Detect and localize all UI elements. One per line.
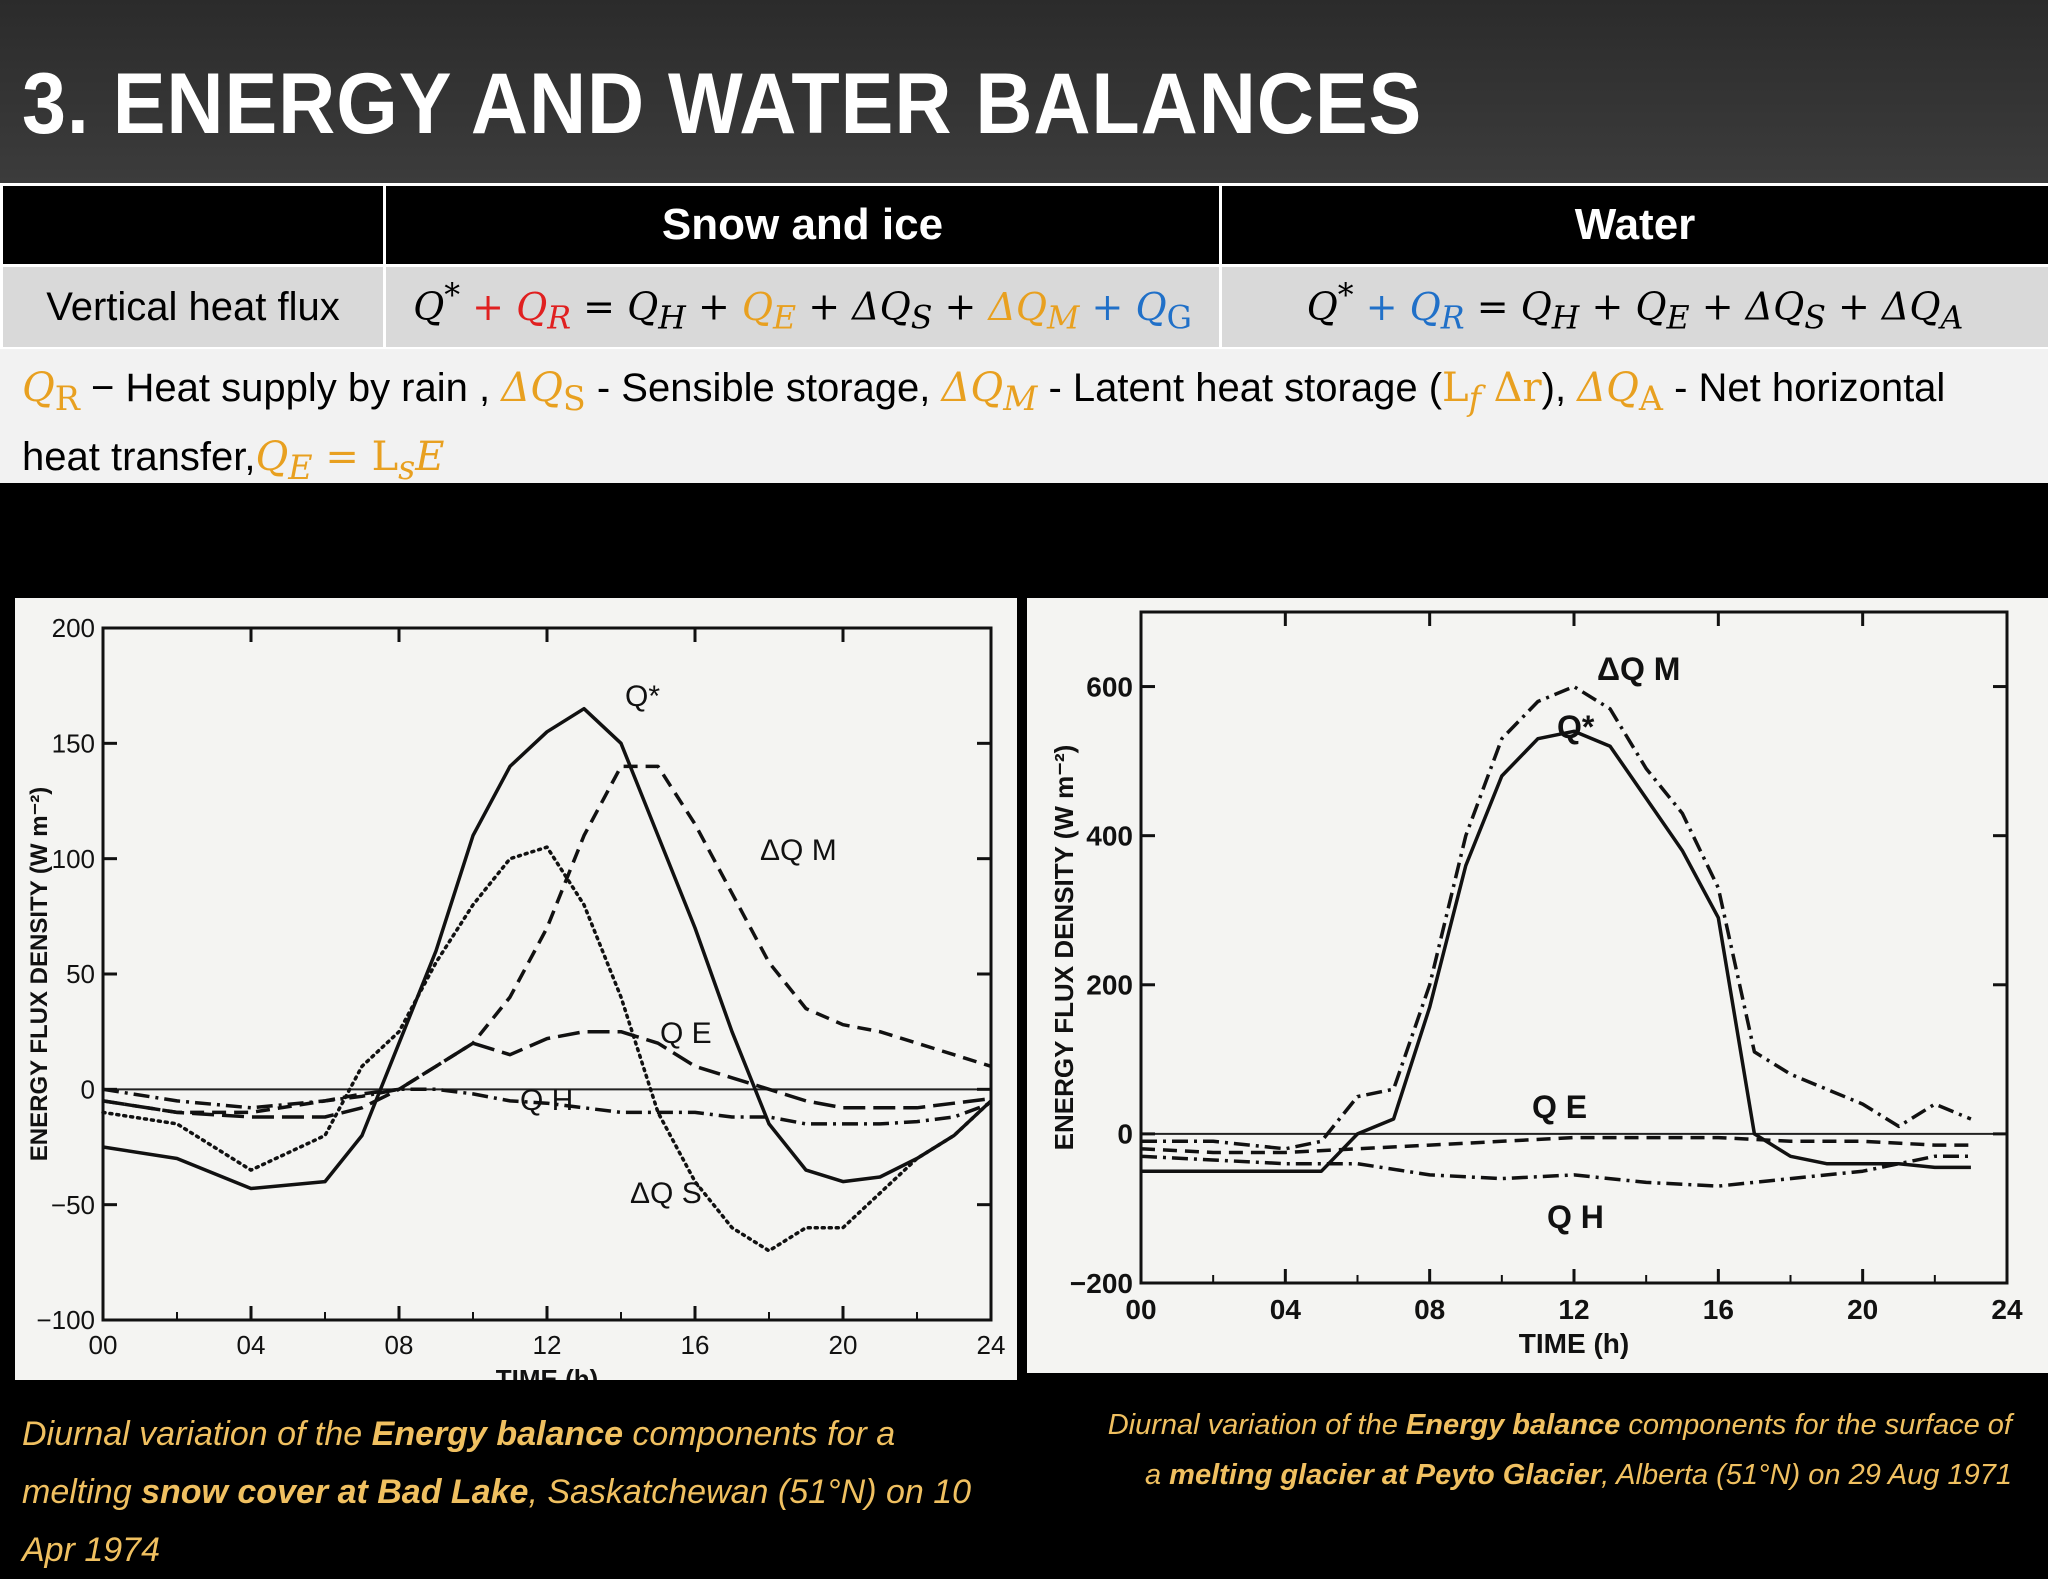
x-axis-label: TIME (h)	[496, 1364, 599, 1380]
equation-snow-ice: Q* + QR = QH + QE + ΔQS + ΔQM + QG	[385, 266, 1221, 349]
title-bar: 3. ENERGY AND WATER BALANCES	[0, 0, 2048, 185]
x-tick-label: 04	[237, 1330, 266, 1360]
y-tick-label: −200	[1070, 1268, 1133, 1299]
def-qr: − Heat supply by rain ,	[80, 366, 501, 410]
table-header-snow-ice: Snow and ice	[385, 185, 1221, 266]
series-annotation: ΔQ M	[760, 834, 837, 867]
x-tick-label: 04	[1270, 1294, 1302, 1325]
series-annotation: ΔQ M	[1597, 651, 1680, 687]
y-tick-label: 100	[52, 844, 95, 874]
x-tick-label: 08	[385, 1330, 414, 1360]
row-label-vertical-heat-flux: Vertical heat flux	[2, 266, 385, 349]
page-title: 3. ENERGY AND WATER BALANCES	[22, 55, 1422, 154]
y-axis-label: ENERGY FLUX DENSITY (W m⁻²)	[1049, 745, 1079, 1151]
y-tick-label: 0	[81, 1074, 95, 1104]
series-line-qm	[1141, 687, 1971, 1149]
series-annotation: Q E	[1532, 1089, 1587, 1125]
x-tick-label: 24	[977, 1330, 1006, 1360]
x-tick-label: 08	[1414, 1294, 1445, 1325]
y-tick-label: −50	[51, 1190, 95, 1220]
equation-water: Q* + QR = QH + QE + ΔQS + ΔQA	[1221, 266, 2048, 349]
table-header-empty	[2, 185, 385, 266]
def-dqs: - Sensible storage,	[586, 366, 942, 410]
x-tick-label: 16	[681, 1330, 710, 1360]
table-row: Vertical heat flux Q* + QR = QH + QE + Δ…	[2, 266, 2048, 349]
x-tick-label: 20	[829, 1330, 858, 1360]
y-tick-label: −100	[36, 1305, 95, 1335]
y-tick-label: 600	[1086, 671, 1133, 702]
y-tick-label: 400	[1086, 820, 1133, 851]
x-axis-label: TIME (h)	[1519, 1328, 1629, 1359]
def-dqm: - Latent heat storage (	[1037, 366, 1442, 410]
series-annotation: Q E	[660, 1017, 712, 1050]
x-tick-label: 16	[1703, 1294, 1734, 1325]
y-tick-label: 0	[1117, 1119, 1133, 1150]
y-axis-label: ENERGY FLUX DENSITY (W m⁻²)	[26, 787, 53, 1161]
symbol-definitions: QR − Heat supply by rain , ΔQS - Sensibl…	[0, 349, 2048, 483]
series-line-qm	[103, 766, 991, 1112]
series-line-qs	[103, 847, 991, 1251]
series-annotation: Q H	[520, 1084, 573, 1117]
y-tick-label: 50	[66, 959, 95, 989]
series-annotation: ΔQ S	[630, 1177, 702, 1210]
y-tick-label: 200	[52, 613, 95, 643]
series-annotation: Q H	[1547, 1199, 1604, 1235]
series-annotation: Q*	[1557, 709, 1595, 745]
table-header-water: Water	[1221, 185, 2048, 266]
x-tick-label: 24	[1991, 1294, 2023, 1325]
balance-table: Snow and ice Water Vertical heat flux Q*…	[0, 183, 2048, 350]
x-tick-label: 12	[533, 1330, 562, 1360]
y-tick-label: 200	[1086, 970, 1133, 1001]
caption-right: Diurnal variation of the Energy balance …	[1100, 1400, 2012, 1500]
x-tick-label: 20	[1847, 1294, 1878, 1325]
x-tick-label: 12	[1558, 1294, 1589, 1325]
y-tick-label: 150	[52, 728, 95, 758]
table-header-row: Snow and ice Water	[2, 185, 2048, 266]
caption-left: Diurnal variation of the Energy balance …	[22, 1405, 1002, 1579]
series-annotation: Q*	[625, 680, 660, 713]
